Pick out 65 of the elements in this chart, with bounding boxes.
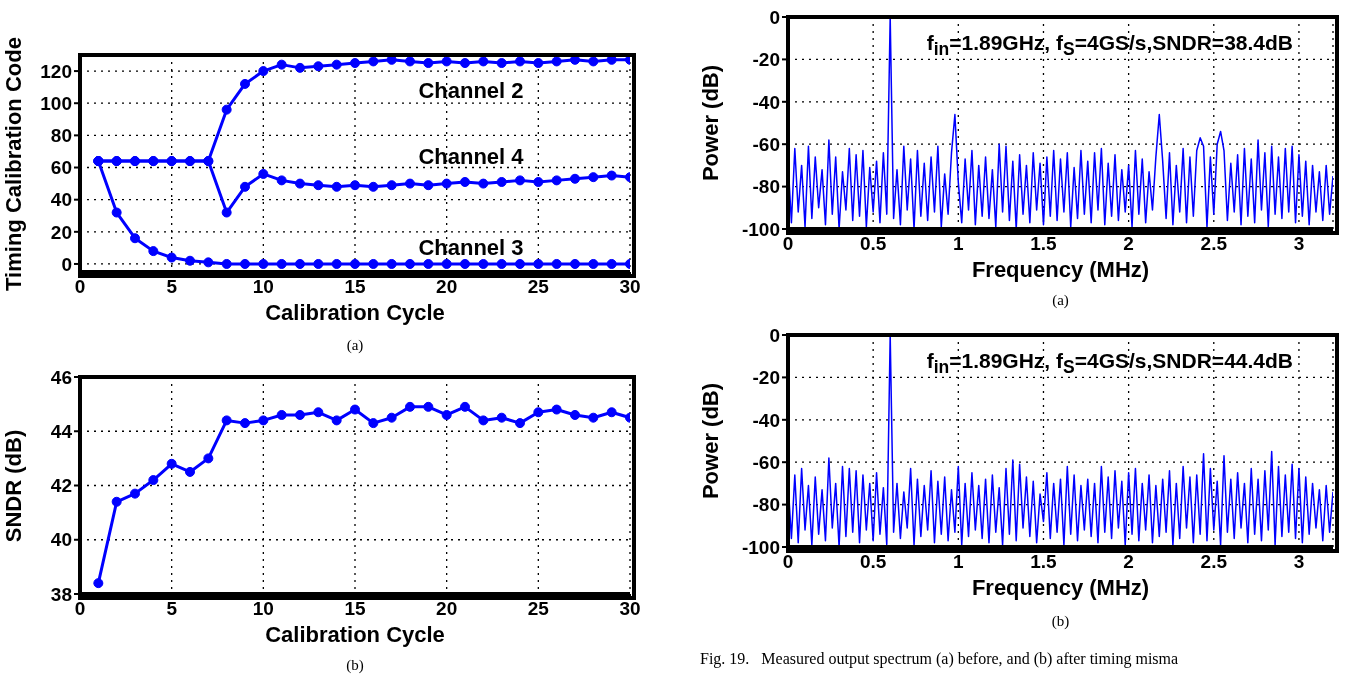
x-tick-label: 30 [619,598,641,620]
y-tick-label: -40 [752,91,780,113]
y-tick-label: 60 [50,157,72,179]
x-axis-title: Calibration Cycle [265,300,445,325]
x-axis-title: Calibration Cycle [265,622,445,647]
x-tick-label: 3 [1293,551,1305,573]
x-tick-label: 1 [953,551,965,573]
y-tick-label: -20 [752,367,780,389]
x-tick-label: 15 [344,276,366,298]
x-axis-title: Frequency (MHz) [971,257,1150,282]
text: (a) [1052,292,1069,308]
x-tick-label: 10 [252,276,274,298]
x-tick-label: 0.5 [859,233,887,255]
series-label: Channel 2 [418,78,524,103]
x-tick-label: 2.5 [1200,551,1228,573]
x-tick-label: 20 [436,276,458,298]
annotation: f$_{in}$=1.89GHz, f$_{S}$=4GS/s,SNDR=38.4dB [926,31,1293,60]
y-tick-label: 38 [50,583,72,605]
y-tick-label: 44 [50,420,73,442]
annotation: f$_{in}$=1.89GHz, f$_{S}$=4GS/s,SNDR=44.4dB [926,349,1293,378]
x-tick-label: 2 [1123,551,1134,573]
x-tick-label: 10 [252,598,274,620]
x-tick-label: 30 [619,276,641,298]
y-tick-label: 80 [50,125,72,147]
x-tick-label: 3 [1293,233,1305,255]
x-tick-label: 20 [436,598,458,620]
y-tick-label: 0 [769,324,780,346]
y-tick-label: 46 [50,366,72,388]
x-tick-label: 1 [953,233,965,255]
x-tick-label: 1.5 [1030,233,1058,255]
text: (a) [346,337,364,353]
y-tick-label: -60 [752,451,780,473]
y-tick-label: -100 [741,218,780,240]
x-tick-label: 2 [1123,233,1134,255]
series-label: Channel 3 [418,235,524,260]
caption: Fig. 19. Measured output spectrum (a) before, and (b) after timing misma [700,650,1179,667]
y-tick-label: 42 [50,475,72,497]
x-tick-label: 0.5 [859,551,887,573]
y-tick-label: -80 [752,176,780,198]
x-axis-title: Frequency (MHz) [971,575,1150,600]
y-axis-title: Power (dB) [698,382,723,500]
y-tick-label: 0 [61,253,72,275]
text: (b) [346,657,364,673]
y-tick-label: 120 [40,60,72,82]
x-tick-label: 15 [344,598,366,620]
y-tick-label: 40 [50,529,72,551]
y-tick-label: 40 [50,189,72,211]
y-tick-label: -60 [752,133,780,155]
x-tick-label: 1.5 [1030,551,1058,573]
x-tick-label: 25 [527,276,550,298]
y-tick-label: -20 [752,49,780,71]
x-tick-label: 5 [166,276,178,298]
y-tick-label: -80 [752,494,780,516]
x-tick-label: 2.5 [1200,233,1228,255]
y-axis-title: Power (dB) [698,64,723,182]
y-axis-title: Timing Calibration Code [0,36,25,291]
y-tick-label: 0 [769,6,780,28]
x-tick-label: 5 [166,598,178,620]
x-tick-label: 25 [527,598,550,620]
y-tick-label: 100 [40,92,72,114]
series-label: Channel 4 [418,144,524,169]
text: (b) [1051,613,1070,629]
y-tick-label: -40 [752,409,780,431]
y-tick-label: -100 [741,536,780,558]
y-axis-title: SNDR (dB) [0,429,25,542]
